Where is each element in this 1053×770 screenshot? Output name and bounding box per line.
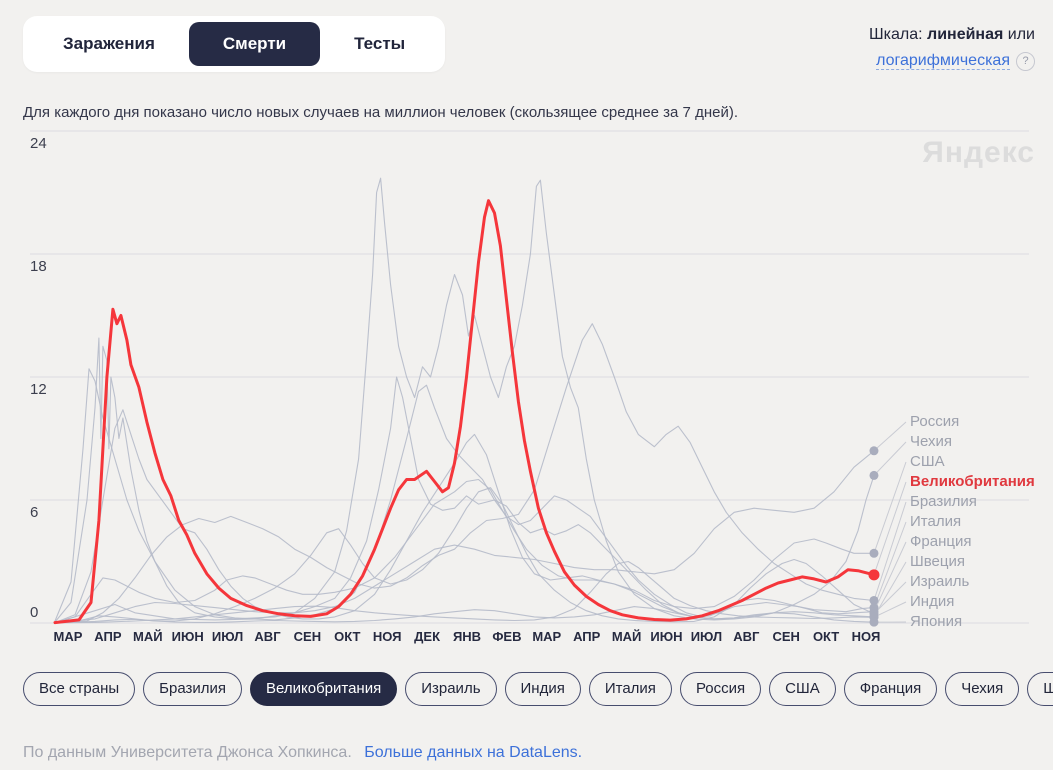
data-source-text: По данным Университета Джонса Хопкинса. [23,744,352,761]
filter-pill-czechia[interactable]: Чехия [945,672,1020,706]
y-tick-12: 12 [30,381,47,398]
filter-pill-russia[interactable]: Россия [679,672,762,706]
x-tick-17-авг: АВГ [733,629,760,644]
legend-label-russia: Россия [910,413,960,430]
x-tick-5-авг: АВГ [254,629,281,644]
scale-or-label: или [1007,26,1035,43]
chart-description: Для каждого дня показано число новых слу… [23,104,738,121]
legend-label-israel: Израиль [910,573,970,590]
scale-linear-current: линейная [927,26,1004,43]
y-tick-24: 24 [30,135,47,152]
help-icon[interactable]: ? [1016,52,1035,71]
datalens-link[interactable]: Больше данных на DataLens. [364,744,583,761]
x-tick-19-окт: ОКТ [812,629,840,644]
filter-pill-israel[interactable]: Израиль [405,672,497,706]
legend-label-india: Индия [910,593,955,610]
footer: По данным Университета Джонса Хопкинса. … [23,744,582,762]
legend-label-sweden: Швеция [910,553,965,570]
x-tick-3-июн: ИЮН [171,629,204,644]
x-tick-2-май: МАЙ [133,629,163,644]
x-tick-11-фев: ФЕВ [492,629,522,644]
x-tick-8-ноя: НОЯ [372,629,402,644]
x-tick-4-июл: ИЮЛ [211,629,244,644]
x-tick-13-апр: АПР [573,629,601,644]
legend-label-usa: США [910,453,945,470]
x-tick-18-сен: СЕН [772,629,800,644]
metric-tabs: Заражения Смерти Тесты [23,16,446,72]
legend-label-czechia: Чехия [910,433,953,450]
x-tick-7-окт: ОКТ [334,629,361,644]
x-tick-10-янв: ЯНВ [452,629,482,644]
x-tick-12-мар: МАР [532,629,562,644]
filter-pill-all-countries[interactable]: Все страны [23,672,136,706]
legend-label-italy: Италия [910,513,962,530]
x-tick-6-сен: СЕН [293,629,322,644]
tab-deaths[interactable]: Смерти [188,22,321,66]
legend-label-brazil: Бразилия [910,493,977,510]
legend-label-france: Франция [910,533,972,550]
filter-pill-uk[interactable]: Великобритания [250,672,398,706]
y-tick-18: 18 [30,258,47,275]
filter-pill-sweden[interactable]: Швеция [1027,672,1053,706]
filter-pill-italy[interactable]: Италия [588,672,672,706]
scale-switcher: Шкала: линейная или логарифмическая? [869,22,1035,74]
tab-tests[interactable]: Тесты [354,34,406,53]
yandex-watermark: Яндекс [922,136,1035,169]
legend-label-japan: Япония [910,613,963,630]
country-filter-bar: Все страны Бразилия Великобритания Израиль И… [23,672,1053,706]
filter-pill-india[interactable]: Индия [504,672,581,706]
x-tick-9-дек: ДЕК [414,629,441,644]
x-tick-20-ноя: НОЯ [851,629,881,644]
scale-prefix-label: Шкала: [868,26,923,43]
filter-pill-france[interactable]: Франция [843,672,938,706]
x-tick-16-июл: ИЮЛ [690,629,723,644]
y-tick-6: 6 [30,504,39,521]
legend-label-uk: Великобритания [910,473,1035,490]
x-tick-0-мар: МАР [53,629,83,644]
scale-log-link[interactable]: логарифмическая [876,52,1010,70]
filter-pill-brazil[interactable]: Бразилия [143,672,243,706]
filter-pill-usa[interactable]: США [769,672,836,706]
x-tick-15-июн: ИЮН [650,629,683,644]
y-tick-0: 0 [30,604,39,621]
tab-infections[interactable]: Заражения [63,34,155,53]
x-tick-1-апр: АПР [94,629,122,644]
x-tick-14-май: МАЙ [611,629,642,644]
